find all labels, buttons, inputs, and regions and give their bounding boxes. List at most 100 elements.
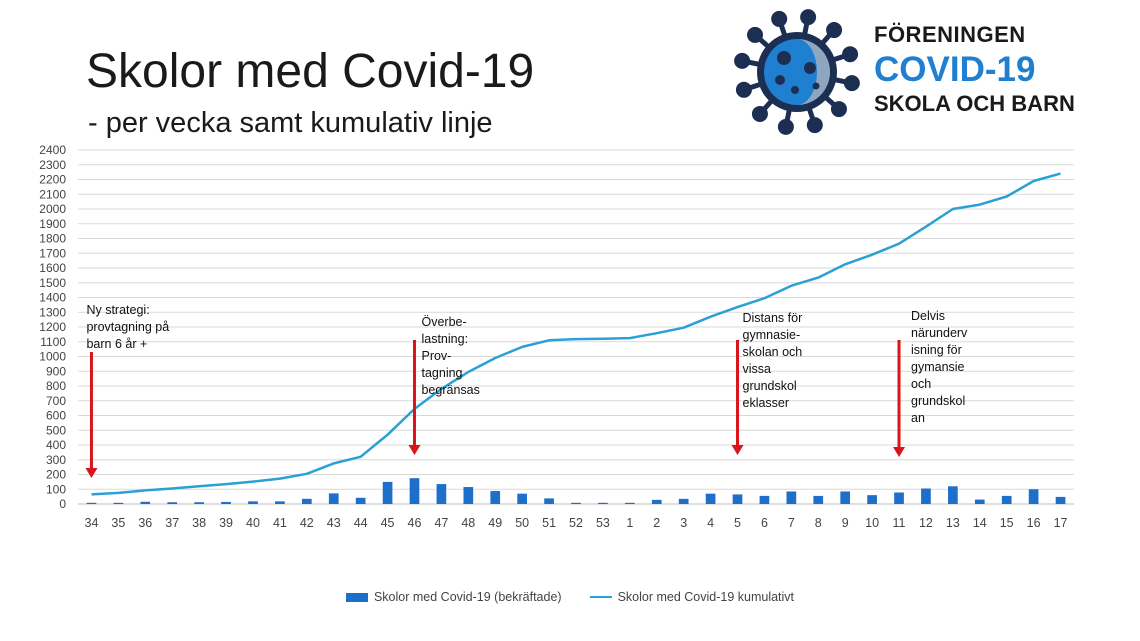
x-tick-label: 1 [626, 516, 633, 530]
y-tick-label: 400 [46, 438, 66, 452]
bar [113, 502, 124, 504]
bar [221, 501, 231, 504]
x-tick-label: 9 [842, 516, 849, 530]
bar [275, 501, 285, 504]
bar [894, 492, 904, 504]
x-tick-label: 2 [653, 516, 660, 530]
bar [786, 491, 797, 504]
x-tick-label: 49 [488, 516, 502, 530]
x-tick-label: 17 [1054, 516, 1068, 530]
x-tick-label: 45 [381, 516, 395, 530]
legend: Skolor med Covid-19 (bekräftade) Skolor … [0, 590, 1140, 604]
bar [86, 502, 97, 504]
bar [355, 497, 366, 504]
x-tick-label: 15 [1000, 516, 1014, 530]
y-tick-label: 1400 [39, 291, 66, 305]
y-tick-label: 500 [46, 423, 66, 437]
x-tick-label: 46 [408, 516, 422, 530]
x-tick-label: 43 [327, 516, 341, 530]
x-tick-label: 42 [300, 516, 314, 530]
page-subtitle: - per vecka samt kumulativ linje [88, 107, 493, 139]
y-tick-label: 300 [46, 453, 66, 467]
x-tick-label: 41 [273, 516, 287, 530]
x-tick-label: 16 [1027, 516, 1041, 530]
y-tick-label: 1800 [39, 232, 66, 246]
legend-item-bar: Skolor med Covid-19 (bekräftade) [345, 590, 562, 604]
x-tick-label: 47 [434, 516, 448, 530]
y-tick-label: 2000 [39, 202, 66, 216]
bar [544, 498, 554, 504]
x-tick-label: 37 [165, 516, 179, 530]
y-tick-label: 1300 [39, 305, 66, 319]
y-tick-label: 1600 [39, 261, 66, 275]
bar [248, 501, 258, 504]
legend-swatch-bar [345, 592, 368, 602]
x-tick-label: 53 [596, 516, 610, 530]
legend-label-bar: Skolor med Covid-19 (bekräftade) [373, 590, 562, 604]
x-tick-label: 12 [919, 516, 933, 530]
bar [1001, 495, 1012, 504]
x-tick-label: 4 [707, 516, 714, 530]
bar [813, 495, 824, 504]
y-tick-label: 2400 [39, 143, 66, 157]
y-tick-label: 0 [59, 497, 66, 511]
bar [463, 487, 474, 504]
bar [1028, 489, 1039, 504]
x-tick-label: 44 [354, 516, 368, 530]
legend-swatch-line [589, 596, 612, 598]
bar [436, 484, 447, 504]
annotation-arrowhead [85, 468, 98, 478]
y-tick-label: 1000 [39, 350, 66, 364]
y-tick-label: 200 [46, 468, 66, 482]
bar [867, 495, 877, 504]
logo-line-2: COVID-19 [874, 50, 1036, 89]
x-tick-label: 14 [973, 516, 987, 530]
x-tick-label: 8 [815, 516, 822, 530]
bar [598, 502, 608, 504]
logo-text: FÖRENINGEN COVID-19 SKOLA OCH BARN [874, 24, 1075, 115]
bar [732, 494, 743, 504]
bar [194, 502, 204, 504]
bar [409, 478, 420, 504]
x-tick-label: 3 [680, 516, 687, 530]
x-tick-label: 51 [542, 516, 556, 530]
y-tick-label: 800 [46, 379, 66, 393]
annotation-text: Delvis närunderv isning för gymansie och… [911, 309, 968, 425]
y-tick-label: 700 [46, 394, 66, 408]
x-tick-label: 38 [192, 516, 206, 530]
x-tick-label: 6 [761, 516, 768, 530]
y-tick-label: 2100 [39, 187, 66, 201]
bar [705, 493, 716, 504]
bar [974, 499, 985, 504]
logo-line-1: FÖRENINGEN [874, 22, 1026, 47]
x-tick-label: 48 [461, 516, 475, 530]
y-tick-label: 1500 [39, 276, 66, 290]
x-tick-label: 40 [246, 516, 260, 530]
bar [140, 501, 151, 504]
x-tick-label: 34 [85, 516, 99, 530]
bar [840, 491, 851, 504]
bar [490, 491, 501, 504]
bar [948, 486, 958, 504]
annotation-arrowhead [893, 447, 906, 457]
legend-item-line: Skolor med Covid-19 kumulativt [589, 590, 795, 604]
x-tick-label: 52 [569, 516, 583, 530]
annotation-text: Ny strategi: provtagning på barn 6 år + [86, 303, 170, 351]
series-line-cumulative [91, 172, 1061, 496]
y-tick-label: 1200 [39, 320, 66, 334]
y-tick-label: 1900 [39, 217, 66, 231]
bar [301, 498, 312, 504]
bar [167, 502, 178, 504]
y-tick-label: 100 [46, 482, 66, 496]
annotation-text: Distans för gymnasie- skolan och vissa g… [742, 311, 803, 410]
annotation-arrowhead [731, 445, 744, 455]
bar [678, 498, 689, 504]
x-tick-label: 5 [734, 516, 741, 530]
bar [759, 495, 770, 504]
y-tick-label: 2200 [39, 173, 66, 187]
y-tick-label: 2300 [39, 158, 66, 172]
legend-label-line: Skolor med Covid-19 kumulativt [617, 590, 795, 604]
x-tick-label: 50 [515, 516, 529, 530]
bar [571, 502, 581, 504]
